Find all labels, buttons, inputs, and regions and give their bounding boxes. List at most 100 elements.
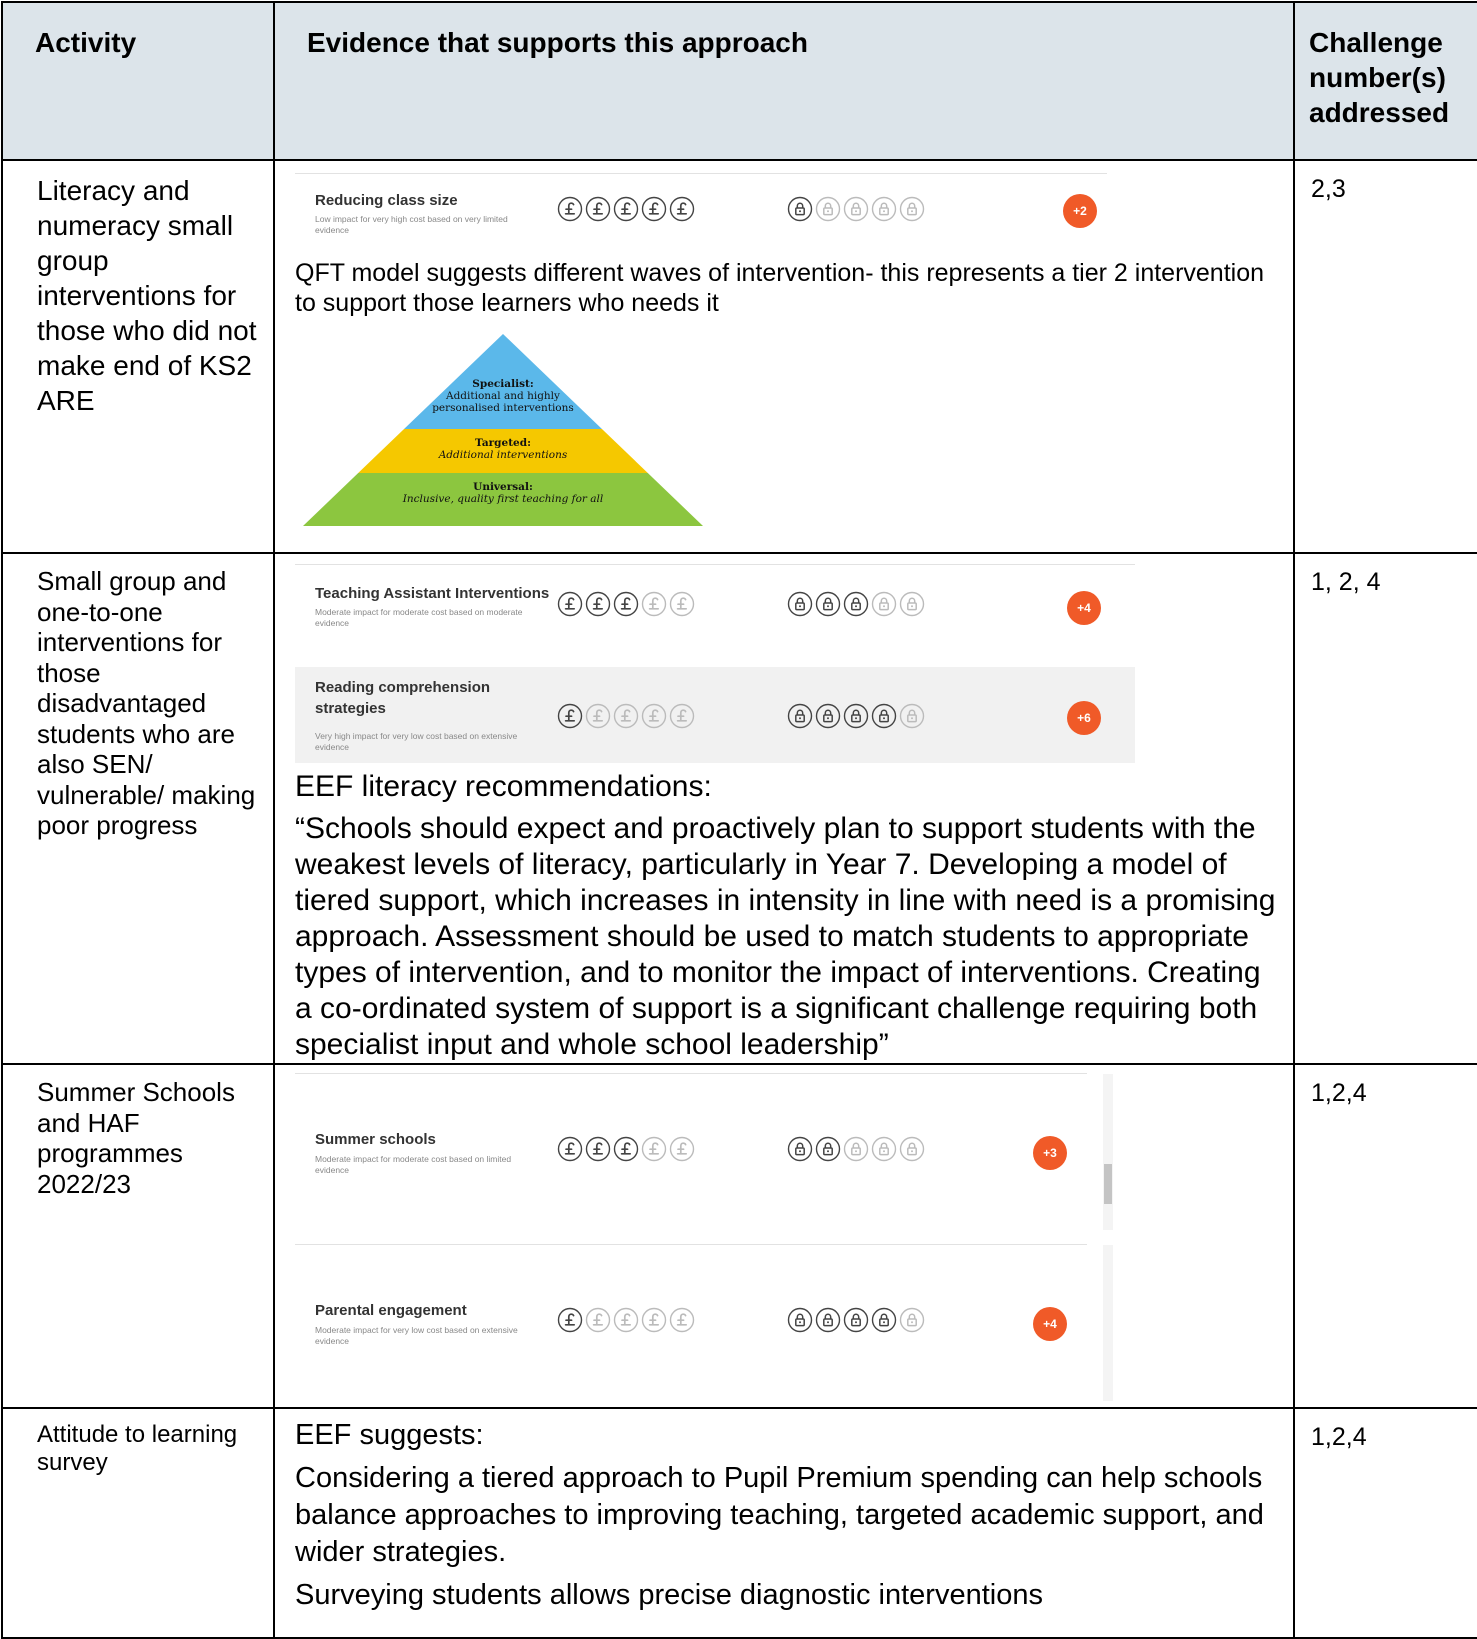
icon-ring (871, 1136, 897, 1162)
lock-hole (911, 210, 913, 213)
icon-ring (557, 703, 583, 729)
lock-hole (799, 605, 801, 608)
icon-ring (669, 1307, 695, 1333)
pound-glyph (592, 709, 604, 722)
lock-hole (799, 1321, 801, 1324)
lock-body (851, 1147, 861, 1156)
pound-glyph (592, 202, 604, 215)
lock-body (795, 207, 805, 216)
cost-icon (641, 196, 667, 222)
cost-icon (669, 1136, 695, 1162)
lock-hole (827, 1321, 829, 1324)
activity-cell: Literacy and numeracy small group interv… (1, 159, 275, 554)
table-row: Attitude to learning survey EEF suggests:… (1, 1407, 1477, 1639)
cost-icon (641, 703, 667, 729)
column-header: Challenge number(s) addressed (1293, 1, 1477, 161)
cost-icon (557, 703, 583, 729)
cost-icon (557, 1307, 583, 1333)
evidence-icon (871, 703, 897, 729)
lock-body (851, 1318, 861, 1327)
evidence-icon (871, 591, 897, 617)
toolkit-description: Low impact for very high cost based on v… (315, 214, 508, 235)
icon-ring (815, 703, 841, 729)
lock-shackle (852, 1142, 860, 1148)
toolkit-strip: Teaching Assistant Interventions Moderate… (295, 564, 1135, 651)
lock-body (851, 714, 861, 723)
cost-icon (669, 703, 695, 729)
icon-ring (557, 1307, 583, 1333)
lock-shackle (908, 202, 916, 208)
cost-rating (557, 1136, 695, 1162)
evidence-icon (871, 1136, 897, 1162)
lock-shackle (852, 709, 860, 715)
icon-ring (787, 591, 813, 617)
lock-shackle (796, 597, 804, 603)
cost-rating (557, 703, 695, 729)
evidence-icon (843, 591, 869, 617)
icon-ring (585, 591, 611, 617)
evidence-icon (899, 703, 925, 729)
evidence-icon (787, 1307, 813, 1333)
icon-ring (787, 703, 813, 729)
evidence-text: Surveying students allows precise diagno… (295, 1579, 1043, 1611)
toolkit-description: Very high impact for very low cost based… (315, 731, 518, 752)
evidence-rating (787, 703, 925, 729)
lock-shackle (824, 597, 832, 603)
evidence-icon (843, 196, 869, 222)
evidence-icon (787, 1136, 813, 1162)
lock-shackle (908, 1142, 916, 1148)
lock-hole (827, 1150, 829, 1153)
toolkit-title: Parental engagement (315, 1302, 467, 1319)
evidence-icon (815, 196, 841, 222)
scrollbar (1103, 1245, 1113, 1401)
evidence-icon (843, 1307, 869, 1333)
icon-ring (843, 703, 869, 729)
lock-body (795, 1318, 805, 1327)
lock-body (879, 1147, 889, 1156)
lock-shackle (908, 709, 916, 715)
icon-ring (843, 1307, 869, 1333)
icon-ring (585, 1307, 611, 1333)
evidence-icon (815, 703, 841, 729)
cost-icon (641, 591, 667, 617)
cost-icon (613, 591, 639, 617)
evidence-icon (787, 196, 813, 222)
lock-hole (911, 1150, 913, 1153)
pound-glyph (620, 1313, 632, 1326)
pound-glyph (592, 597, 604, 610)
toolkit-description: Moderate impact for very low cost based … (315, 1325, 518, 1346)
lock-hole (911, 605, 913, 608)
column-header: Activity (1, 1, 275, 161)
pound-glyph (564, 597, 576, 610)
pound-glyph (648, 709, 660, 722)
pyramid-layer (404, 334, 602, 429)
lock-shackle (880, 202, 888, 208)
lock-body (795, 714, 805, 723)
lock-shackle (880, 597, 888, 603)
cost-icon (669, 591, 695, 617)
evidence-cell: EEF suggests: Considering a tiered approa… (273, 1407, 1295, 1639)
icon-ring (557, 196, 583, 222)
icon-ring (787, 196, 813, 222)
lock-body (879, 714, 889, 723)
toolkit-title: Teaching Assistant Interventions (315, 585, 550, 602)
evidence-cell: Teaching Assistant Interventions Moderate… (273, 552, 1295, 1065)
impact-badge: +6 (1067, 701, 1101, 735)
layer-name: Specialist: (472, 378, 534, 390)
lock-body (795, 1147, 805, 1156)
header-row: Activity Evidence that supports this appr… (1, 1, 1477, 161)
lock-hole (911, 1321, 913, 1324)
icon-ring (641, 196, 667, 222)
lock-body (907, 602, 917, 611)
evidence-icon (899, 1136, 925, 1162)
lock-body (851, 207, 861, 216)
cost-icon (613, 1307, 639, 1333)
icon-ring (871, 591, 897, 617)
pyramid-label: Universal: Inclusive, quality first teach… (303, 481, 703, 505)
evidence-text: EEF suggests: (295, 1419, 484, 1451)
evidence-cell: Summer schools Moderate impact for modera… (273, 1063, 1295, 1409)
lock-hole (883, 605, 885, 608)
icon-ring (899, 1136, 925, 1162)
